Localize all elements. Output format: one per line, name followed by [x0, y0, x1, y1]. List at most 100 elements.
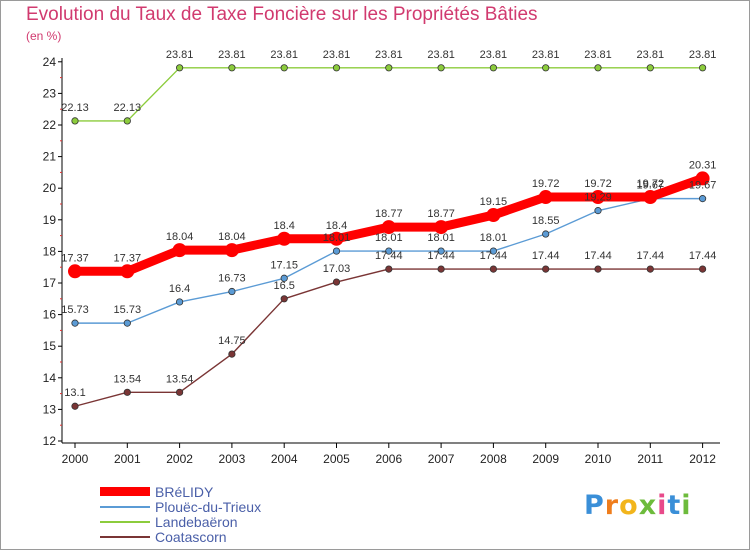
data-point-brelidy [120, 264, 135, 279]
data-label-coatascorn: 17.44 [532, 250, 560, 262]
data-point-landebaeron [280, 64, 288, 72]
data-label-plouec-du-trieux: 18.55 [532, 215, 560, 227]
data-point-plouec-du-trieux [123, 319, 131, 327]
data-point-coatascorn [646, 265, 654, 273]
x-tick-label: 2001 [114, 452, 141, 466]
x-tick-label: 2009 [532, 452, 559, 466]
data-label-plouec-du-trieux: 15.73 [61, 304, 89, 316]
data-label-coatascorn: 13.54 [166, 373, 194, 385]
data-label-brelidy: 19.72 [532, 178, 560, 190]
legend-swatch [100, 535, 150, 538]
data-label-plouec-du-trieux: 17.15 [270, 259, 298, 271]
x-tick-label: 2006 [375, 452, 402, 466]
data-label-brelidy: 18.77 [375, 208, 403, 220]
data-point-landebaeron [542, 64, 550, 72]
logo-letter: i [657, 490, 668, 521]
data-point-plouec-du-trieux [594, 207, 602, 215]
data-label-brelidy: 17.37 [114, 252, 142, 264]
logo-letter: P [584, 490, 605, 521]
x-tick-label: 2002 [166, 452, 193, 466]
data-label-plouec-du-trieux: 18.01 [323, 232, 351, 244]
y-tick-label: 14 [43, 371, 57, 385]
data-label-plouec-du-trieux: 18.01 [427, 232, 455, 244]
data-label-landebaeron: 22.13 [61, 102, 89, 114]
data-label-brelidy: 19.15 [480, 196, 508, 208]
data-point-coatascorn [437, 265, 445, 273]
data-label-coatascorn: 14.75 [218, 335, 246, 347]
data-point-plouec-du-trieux [437, 247, 445, 255]
y-tick-label: 22 [43, 118, 57, 132]
data-point-plouec-du-trieux [542, 230, 550, 238]
y-tick-label: 15 [43, 339, 57, 353]
data-label-landebaeron: 23.81 [218, 49, 246, 61]
data-label-brelidy: 18.4 [326, 220, 347, 232]
data-point-coatascorn [123, 388, 131, 396]
logo-letter: x [638, 490, 658, 521]
proxiti-logo: Proxiti [584, 490, 692, 521]
legend-swatch [100, 487, 150, 496]
data-label-landebaeron: 23.81 [270, 49, 298, 61]
data-point-landebaeron [176, 64, 184, 72]
data-label-coatascorn: 17.44 [427, 250, 455, 262]
data-label-landebaeron: 23.81 [166, 49, 194, 61]
data-label-landebaeron: 23.81 [323, 49, 351, 61]
data-point-coatascorn [71, 402, 79, 410]
data-label-plouec-du-trieux: 16.73 [218, 273, 246, 285]
data-label-plouec-du-trieux: 18.01 [480, 232, 508, 244]
data-point-brelidy [172, 243, 187, 258]
data-point-landebaeron [228, 64, 236, 72]
data-label-coatascorn: 16.5 [273, 280, 294, 292]
legend-swatch [100, 520, 150, 523]
data-label-brelidy: 18.04 [166, 231, 194, 243]
y-tick-label: 24 [43, 55, 57, 69]
logo-letter: t [667, 490, 682, 521]
logo-letter: r [604, 490, 620, 521]
x-tick-label: 2007 [428, 452, 455, 466]
y-tick-label: 16 [43, 308, 57, 322]
data-point-brelidy [643, 190, 658, 205]
data-point-landebaeron [385, 64, 393, 72]
data-label-plouec-du-trieux: 16.4 [169, 283, 190, 295]
y-tick-label: 19 [43, 213, 57, 227]
data-point-brelidy [695, 171, 710, 186]
data-label-brelidy: 18.4 [273, 220, 294, 232]
data-point-coatascorn [228, 350, 236, 358]
y-tick-label: 21 [43, 150, 57, 164]
legend-item-plouec-du-trieux: Plouëc-du-Trieux [100, 498, 262, 515]
data-point-plouec-du-trieux [698, 195, 707, 203]
data-label-plouec-du-trieux: 19.67 [689, 180, 717, 192]
data-point-landebaeron [71, 117, 79, 125]
data-label-plouec-du-trieux: 15.73 [114, 304, 142, 316]
data-label-coatascorn: 17.44 [637, 250, 665, 262]
data-label-coatascorn: 17.44 [689, 250, 717, 262]
y-tick-label: 17 [43, 276, 57, 290]
data-label-landebaeron: 23.81 [375, 49, 403, 61]
data-point-landebaeron [332, 64, 341, 72]
data-point-brelidy [329, 231, 344, 246]
data-label-plouec-du-trieux: 19.67 [637, 180, 665, 192]
data-point-coatascorn [176, 388, 184, 396]
x-tick-label: 2008 [480, 452, 507, 466]
x-tick-label: 2005 [323, 452, 350, 466]
data-point-landebaeron [594, 64, 602, 72]
y-tick-label: 18 [43, 244, 57, 258]
data-label-brelidy: 17.37 [61, 252, 89, 264]
data-label-brelidy: 18.04 [218, 231, 246, 243]
legend-label: Plouëc-du-Trieux [155, 498, 262, 515]
x-tick-label: 2000 [62, 452, 89, 466]
data-label-coatascorn: 13.54 [114, 373, 142, 385]
data-label-coatascorn: 17.03 [323, 263, 351, 275]
data-point-coatascorn [385, 265, 393, 273]
data-point-plouec-du-trieux [332, 247, 341, 255]
data-point-coatascorn [698, 265, 707, 273]
data-label-brelidy: 19.72 [637, 178, 665, 190]
legend-label: Coatascorn [155, 528, 227, 545]
data-point-plouec-du-trieux [228, 287, 236, 296]
data-point-brelidy [68, 264, 82, 279]
x-tick-label: 2011 [637, 452, 663, 466]
data-point-plouec-du-trieux [176, 298, 184, 306]
data-label-coatascorn: 17.44 [375, 250, 403, 262]
data-point-brelidy [538, 190, 553, 205]
x-tick-label: 2012 [689, 452, 716, 466]
